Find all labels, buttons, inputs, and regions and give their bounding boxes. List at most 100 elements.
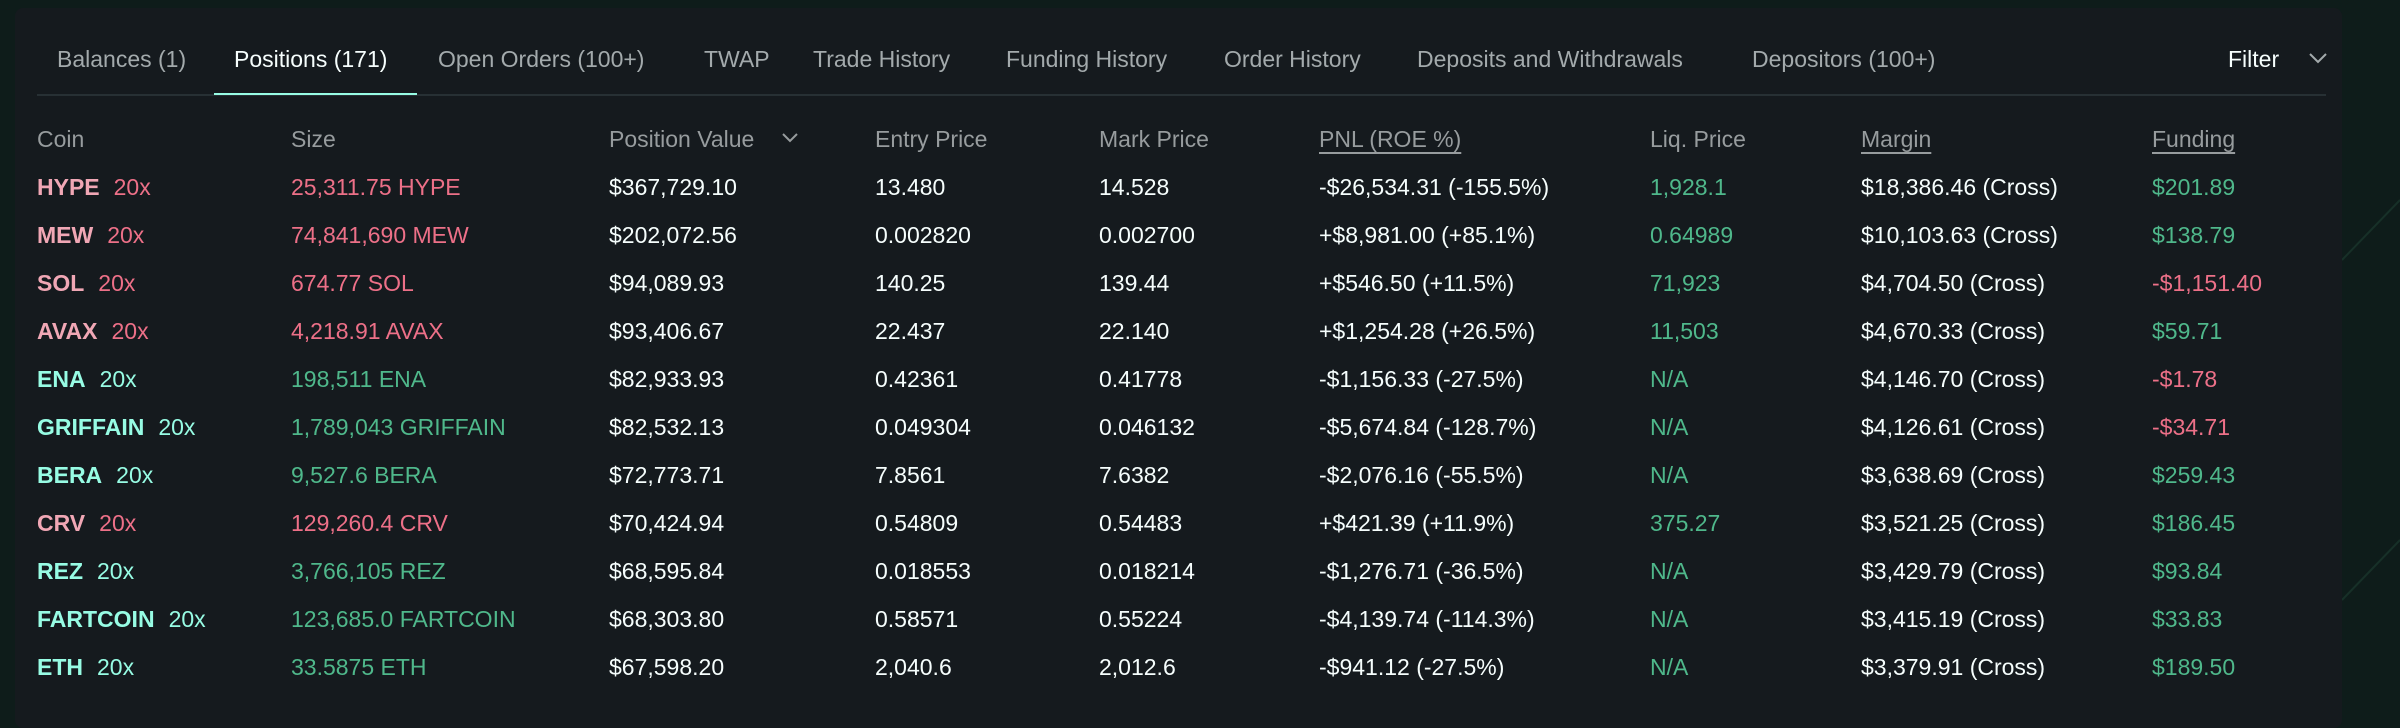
leverage: 20x bbox=[158, 414, 196, 440]
cell: +$8,981.00 (+85.1%) bbox=[1319, 222, 1536, 248]
cell: -$5,674.84 (-128.7%) bbox=[1319, 414, 1537, 440]
column-header[interactable]: Margin bbox=[1861, 126, 1932, 152]
size: 674.77 SOL bbox=[291, 270, 414, 296]
cell: 0.002820 bbox=[875, 222, 971, 248]
coin-name[interactable]: MEW bbox=[37, 222, 94, 248]
cell: $72,773.71 bbox=[609, 462, 725, 488]
tab[interactable]: Funding History bbox=[1006, 46, 1168, 72]
cell: 0.64989 bbox=[1650, 222, 1734, 248]
size: 9,527.6 BERA bbox=[291, 462, 437, 488]
cell: -$1,276.71 (-36.5%) bbox=[1319, 558, 1524, 584]
cell: -$2,076.16 (-55.5%) bbox=[1319, 462, 1524, 488]
column-header[interactable]: Liq. Price bbox=[1650, 126, 1746, 152]
cell: +$546.50 (+11.5%) bbox=[1319, 270, 1515, 296]
coin-name[interactable]: FARTCOIN bbox=[37, 606, 155, 632]
cell: -$1,151.40 bbox=[2152, 270, 2262, 296]
tab[interactable]: Trade History bbox=[813, 46, 951, 72]
coin-name[interactable]: ETH bbox=[37, 654, 83, 680]
leverage: 20x bbox=[168, 606, 206, 632]
cell: 71,923 bbox=[1650, 270, 1721, 296]
coin-name[interactable]: HYPE bbox=[37, 174, 100, 200]
cell: N/A bbox=[1650, 414, 1689, 440]
cell: $202,072.56 bbox=[609, 222, 737, 248]
cell: +$1,254.28 (+26.5%) bbox=[1319, 318, 1536, 344]
cell: 11,503 bbox=[1650, 318, 1719, 344]
cell: N/A bbox=[1650, 366, 1689, 392]
column-header: Coin bbox=[37, 126, 85, 152]
positions-panel bbox=[15, 8, 2342, 728]
cell: 375.27 bbox=[1650, 510, 1721, 536]
cell: $59.71 bbox=[2152, 318, 2223, 344]
tab[interactable]: Order History bbox=[1224, 46, 1361, 72]
coin-name[interactable]: ENA bbox=[37, 366, 86, 392]
cell: 0.58571 bbox=[875, 606, 959, 632]
size: 198,511 ENA bbox=[291, 366, 427, 392]
coin-name[interactable]: GRIFFAIN bbox=[37, 414, 145, 440]
cell: $10,103.63 (Cross) bbox=[1861, 222, 2058, 248]
coin-name[interactable]: CRV bbox=[37, 510, 86, 536]
cell: 14.528 bbox=[1099, 174, 1170, 200]
cell: 0.41778 bbox=[1099, 366, 1183, 392]
column-header[interactable]: Size bbox=[291, 126, 336, 152]
cell: $70,424.94 bbox=[609, 510, 725, 536]
cell: $4,146.70 (Cross) bbox=[1861, 366, 2046, 392]
cell: 13.480 bbox=[875, 174, 946, 200]
cell: 0.54809 bbox=[875, 510, 959, 536]
cell: -$34.71 bbox=[2152, 414, 2231, 440]
leverage: 20x bbox=[99, 366, 137, 392]
cell: +$421.39 (+11.9%) bbox=[1319, 510, 1515, 536]
cell: 0.046132 bbox=[1099, 414, 1195, 440]
leverage: 20x bbox=[107, 222, 145, 248]
column-header[interactable]: PNL (ROE %) bbox=[1319, 126, 1462, 152]
cell: $82,933.93 bbox=[609, 366, 725, 392]
cell: $186.45 bbox=[2152, 510, 2236, 536]
filter-button[interactable]: Filter bbox=[2228, 46, 2280, 72]
coin-name[interactable]: REZ bbox=[37, 558, 83, 584]
cell: $33.83 bbox=[2152, 606, 2223, 632]
cell: 7.8561 bbox=[875, 462, 946, 488]
cell: $259.43 bbox=[2152, 462, 2236, 488]
cell: N/A bbox=[1650, 462, 1689, 488]
cell: 7.6382 bbox=[1099, 462, 1170, 488]
size: 25,311.75 HYPE bbox=[291, 174, 461, 200]
tab[interactable]: Positions (171) bbox=[234, 46, 388, 72]
cell: 0.002700 bbox=[1099, 222, 1195, 248]
cell: $67,598.20 bbox=[609, 654, 725, 680]
cell: $93.84 bbox=[2152, 558, 2223, 584]
cell: 22.140 bbox=[1099, 318, 1170, 344]
cell: $93,406.67 bbox=[609, 318, 725, 344]
cell: $367,729.10 bbox=[609, 174, 737, 200]
coin-name[interactable]: AVAX bbox=[37, 318, 98, 344]
coin-name[interactable]: BERA bbox=[37, 462, 103, 488]
column-header[interactable]: Funding bbox=[2152, 126, 2236, 152]
cell: -$4,139.74 (-114.3%) bbox=[1319, 606, 1535, 632]
cell: $3,379.91 (Cross) bbox=[1861, 654, 2046, 680]
cell: $201.89 bbox=[2152, 174, 2236, 200]
cell: 0.54483 bbox=[1099, 510, 1183, 536]
size: 123,685.0 FARTCOIN bbox=[291, 606, 516, 632]
cell: N/A bbox=[1650, 558, 1689, 584]
tab[interactable]: TWAP bbox=[704, 46, 770, 72]
column-header[interactable]: Mark Price bbox=[1099, 126, 1209, 152]
tab[interactable]: Balances (1) bbox=[57, 46, 187, 72]
cell: -$1,156.33 (-27.5%) bbox=[1319, 366, 1524, 392]
column-header[interactable]: Entry Price bbox=[875, 126, 988, 152]
size: 4,218.91 AVAX bbox=[291, 318, 444, 344]
cell: $189.50 bbox=[2152, 654, 2236, 680]
cell: $3,638.69 (Cross) bbox=[1861, 462, 2046, 488]
cell: -$1.78 bbox=[2152, 366, 2218, 392]
tab[interactable]: Depositors (100+) bbox=[1752, 46, 1936, 72]
cell: $94,089.93 bbox=[609, 270, 725, 296]
tab[interactable]: Open Orders (100+) bbox=[438, 46, 645, 72]
column-header[interactable]: Position Value bbox=[609, 126, 755, 152]
background-lines bbox=[2341, 199, 2400, 601]
leverage: 20x bbox=[97, 654, 135, 680]
cell: N/A bbox=[1650, 654, 1689, 680]
size: 74,841,690 MEW bbox=[291, 222, 469, 248]
leverage: 20x bbox=[97, 558, 135, 584]
leverage: 20x bbox=[99, 510, 137, 536]
cell: 0.049304 bbox=[875, 414, 971, 440]
tab[interactable]: Deposits and Withdrawals bbox=[1417, 46, 1683, 72]
coin-name[interactable]: SOL bbox=[37, 270, 85, 296]
size: 33.5875 ETH bbox=[291, 654, 427, 680]
